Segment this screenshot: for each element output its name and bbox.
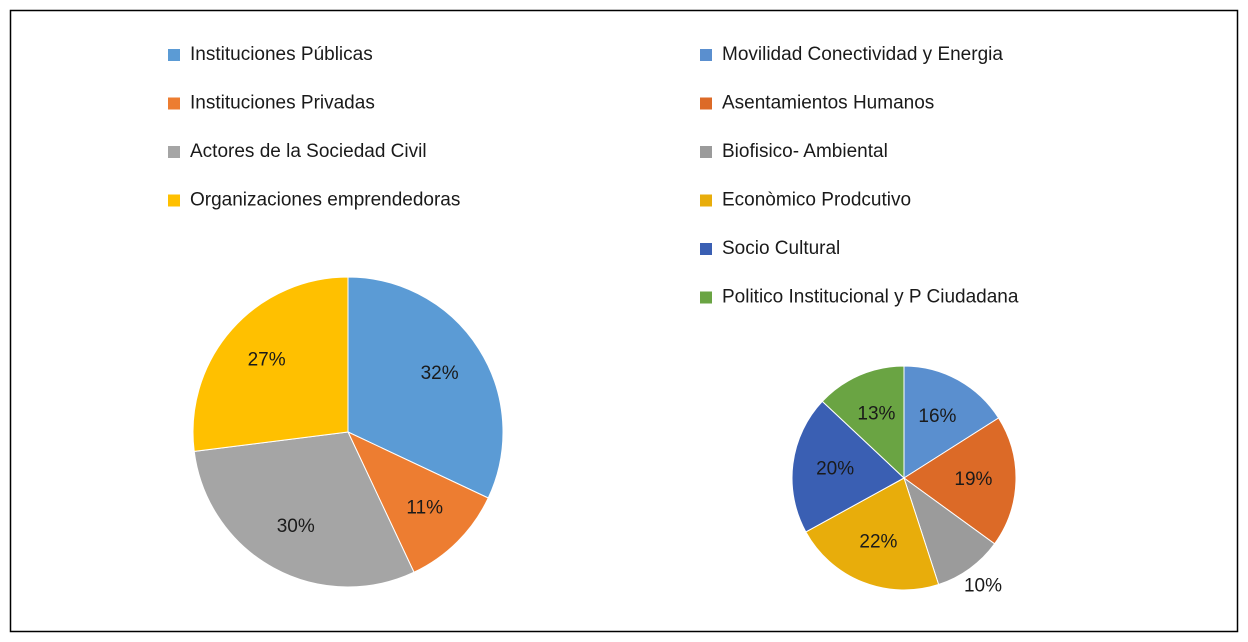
legend-label: Socio Cultural: [722, 238, 840, 259]
legend-swatch: [700, 194, 712, 207]
legend-swatch: [700, 291, 712, 304]
legend-swatch: [700, 243, 712, 255]
legend-label: Instituciones Públicas: [190, 44, 373, 65]
pie-slice: [192, 276, 349, 452]
legend-label: Movilidad Conectividad y Energia: [722, 44, 1003, 65]
data-label: 32%: [421, 363, 459, 384]
legend-label: Econòmico Prodcutivo: [722, 190, 911, 211]
pie-slice: [903, 417, 1017, 545]
pie-slice: [346, 430, 489, 573]
legend-label: Asentamientos Humanos: [722, 93, 934, 114]
data-label: 13%: [857, 403, 895, 424]
data-label: 19%: [954, 469, 992, 490]
data-label: 10%: [964, 576, 1002, 597]
legend-swatch: [168, 97, 180, 110]
legend-label: Politico Institucional y P Ciudadana: [722, 287, 1019, 308]
legend-swatch: [168, 146, 180, 158]
legend-label: Organizaciones emprendedoras: [190, 190, 460, 211]
legend-label: Actores de la Sociedad Civil: [190, 141, 427, 162]
pie-slice: [805, 477, 940, 591]
pie-slice: [791, 400, 905, 533]
pie-slice: [347, 276, 504, 499]
frame: [9, 9, 1239, 633]
legend-label: Biofisico- Ambiental: [722, 141, 888, 162]
pie-slice: [903, 365, 1000, 479]
pie-slice: [193, 431, 415, 588]
data-label: 16%: [918, 406, 956, 427]
legend-swatch: [700, 49, 712, 61]
data-label: 20%: [816, 458, 854, 479]
legend-swatch: [700, 97, 712, 110]
data-label: 27%: [248, 349, 286, 370]
legend-swatch: [168, 49, 180, 61]
legend-swatch: [700, 146, 712, 158]
data-label: 11%: [406, 498, 443, 519]
legend-swatch: [168, 194, 180, 207]
pie-slice: [821, 365, 905, 480]
data-label: 22%: [859, 532, 897, 553]
legend-label: Instituciones Privadas: [190, 93, 375, 114]
data-label: 30%: [277, 516, 315, 537]
